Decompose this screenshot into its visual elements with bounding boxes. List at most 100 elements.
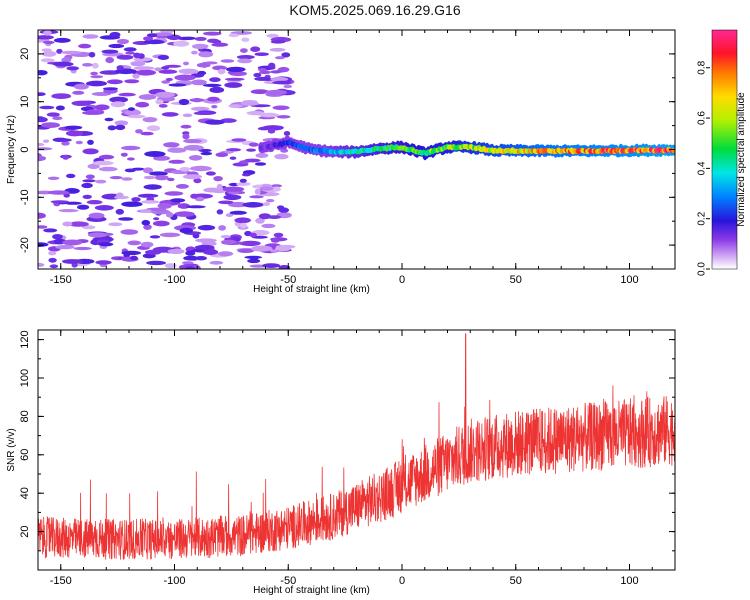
- heatmap-cell: [157, 202, 172, 209]
- heatmap-cell: [98, 242, 114, 247]
- colorbar-segment: [712, 75, 737, 79]
- heatmap-cell: [246, 111, 265, 116]
- heatmap-cell: [57, 138, 72, 142]
- heatmap-cell: [155, 91, 175, 98]
- heatmap-cell: [133, 57, 152, 62]
- y-axis-label: Frequency (Hz): [6, 115, 17, 184]
- heatmap-cell: [193, 111, 211, 116]
- heatmap-cell: [183, 61, 189, 66]
- x-tick-label: 0: [399, 575, 405, 587]
- heatmap-cell: [242, 202, 264, 208]
- x-tick-label: 50: [510, 274, 522, 286]
- heatmap-cell: [190, 106, 210, 111]
- heatmap-cell: [198, 148, 212, 153]
- heatmap-cell: [223, 194, 242, 201]
- colorbar-segment: [712, 31, 737, 35]
- heatmap-cells: [38, 30, 675, 269]
- heatmap-cell: [48, 257, 57, 263]
- heatmap-cell: [48, 190, 70, 195]
- heatmap-cell: [163, 142, 180, 148]
- heatmap-cell: [118, 217, 134, 221]
- heatmap-cell: [216, 183, 223, 190]
- heatmap-cell: [58, 209, 79, 213]
- heatmap-cell: [217, 251, 234, 257]
- heatmap-cell: [143, 224, 152, 231]
- heatmap-cell: [228, 104, 243, 108]
- colorbar-segment: [712, 213, 737, 216]
- heatmap-cell: [180, 124, 192, 129]
- heatmap-cell: [116, 54, 134, 60]
- heatmap-cell: [146, 33, 158, 38]
- heatmap-cell: [258, 70, 271, 75]
- heatmap-cell: [90, 75, 104, 79]
- colorbar-segment: [712, 41, 737, 45]
- colorbar-segment: [712, 201, 737, 204]
- heatmap-cell: [120, 229, 139, 235]
- colorbar-segment: [712, 43, 737, 47]
- colorbar-segment: [712, 107, 737, 111]
- heatmap-cell: [158, 104, 168, 108]
- heatmap-cell: [135, 129, 143, 134]
- x-tick-label: -150: [50, 274, 72, 286]
- colorbar-segment: [712, 57, 737, 61]
- heatmap-cell: [143, 184, 162, 190]
- heatmap-cell: [41, 48, 52, 52]
- colorbar-segment: [712, 203, 737, 206]
- colorbar-segment: [712, 93, 737, 97]
- colorbar-segment: [712, 185, 737, 188]
- heatmap-cell: [130, 255, 138, 261]
- heatmap-cell: [61, 57, 72, 63]
- heatmap-cell: [38, 155, 47, 162]
- heatmap-cell: [86, 80, 107, 87]
- heatmap-cell: [149, 235, 161, 239]
- heatmap-cell: [241, 37, 250, 42]
- colorbar-segment: [712, 243, 737, 246]
- heatmap-cell: [159, 232, 181, 238]
- heatmap-cell: [62, 239, 83, 246]
- colorbar-tick-label: 0.8: [697, 60, 708, 74]
- colorbar-segment: [712, 175, 737, 178]
- colorbar-segment: [712, 159, 737, 162]
- colorbar-segment: [712, 227, 737, 230]
- colorbar-segment: [712, 91, 737, 95]
- colorbar-segment: [712, 155, 737, 158]
- colorbar-segment: [712, 79, 737, 83]
- heatmap-cell: [155, 99, 164, 105]
- heatmap-cell: [138, 94, 157, 100]
- colorbar-segment: [712, 83, 737, 87]
- colorbar-segment: [712, 205, 737, 208]
- colorbar-segment: [712, 141, 737, 145]
- heatmap-cell: [216, 209, 224, 215]
- colorbar-segment: [712, 239, 737, 242]
- heatmap-cell: [270, 70, 282, 74]
- heatmap-cell: [182, 261, 194, 265]
- heatmap-cell: [82, 63, 93, 67]
- heatmap-cell: [82, 148, 99, 155]
- heatmap-cell: [91, 62, 99, 69]
- colorbar-label: Normalized spectral amplitude: [736, 92, 747, 227]
- heatmap-cell: [179, 227, 193, 234]
- heatmap-cell: [183, 139, 202, 144]
- heatmap-cell: [131, 197, 141, 202]
- colorbar-segment: [712, 225, 737, 228]
- figure-title: KOM5.2025.069.16.29.G16: [289, 2, 461, 18]
- heatmap-cell: [108, 222, 123, 227]
- heatmap-cell: [61, 141, 70, 146]
- heatmap-cell: [146, 125, 161, 132]
- heatmap-cell: [52, 116, 63, 121]
- heatmap-cell: [281, 52, 291, 58]
- heatmap-cell: [222, 186, 245, 192]
- heatmap-cell: [130, 61, 146, 67]
- heatmap-cell: [78, 43, 92, 49]
- heatmap-cell: [229, 156, 237, 160]
- heatmap-cell: [239, 240, 261, 247]
- heatmap-cell: [265, 199, 275, 203]
- heatmap-cell: [101, 49, 119, 54]
- colorbar-segment: [712, 183, 737, 186]
- colorbar-segment: [712, 231, 737, 234]
- colorbar-segment: [712, 77, 737, 81]
- colorbar-segment: [712, 249, 737, 252]
- x-tick-label: 0: [399, 274, 405, 286]
- colorbar-segment: [712, 127, 737, 131]
- snr-series-line: [38, 333, 675, 560]
